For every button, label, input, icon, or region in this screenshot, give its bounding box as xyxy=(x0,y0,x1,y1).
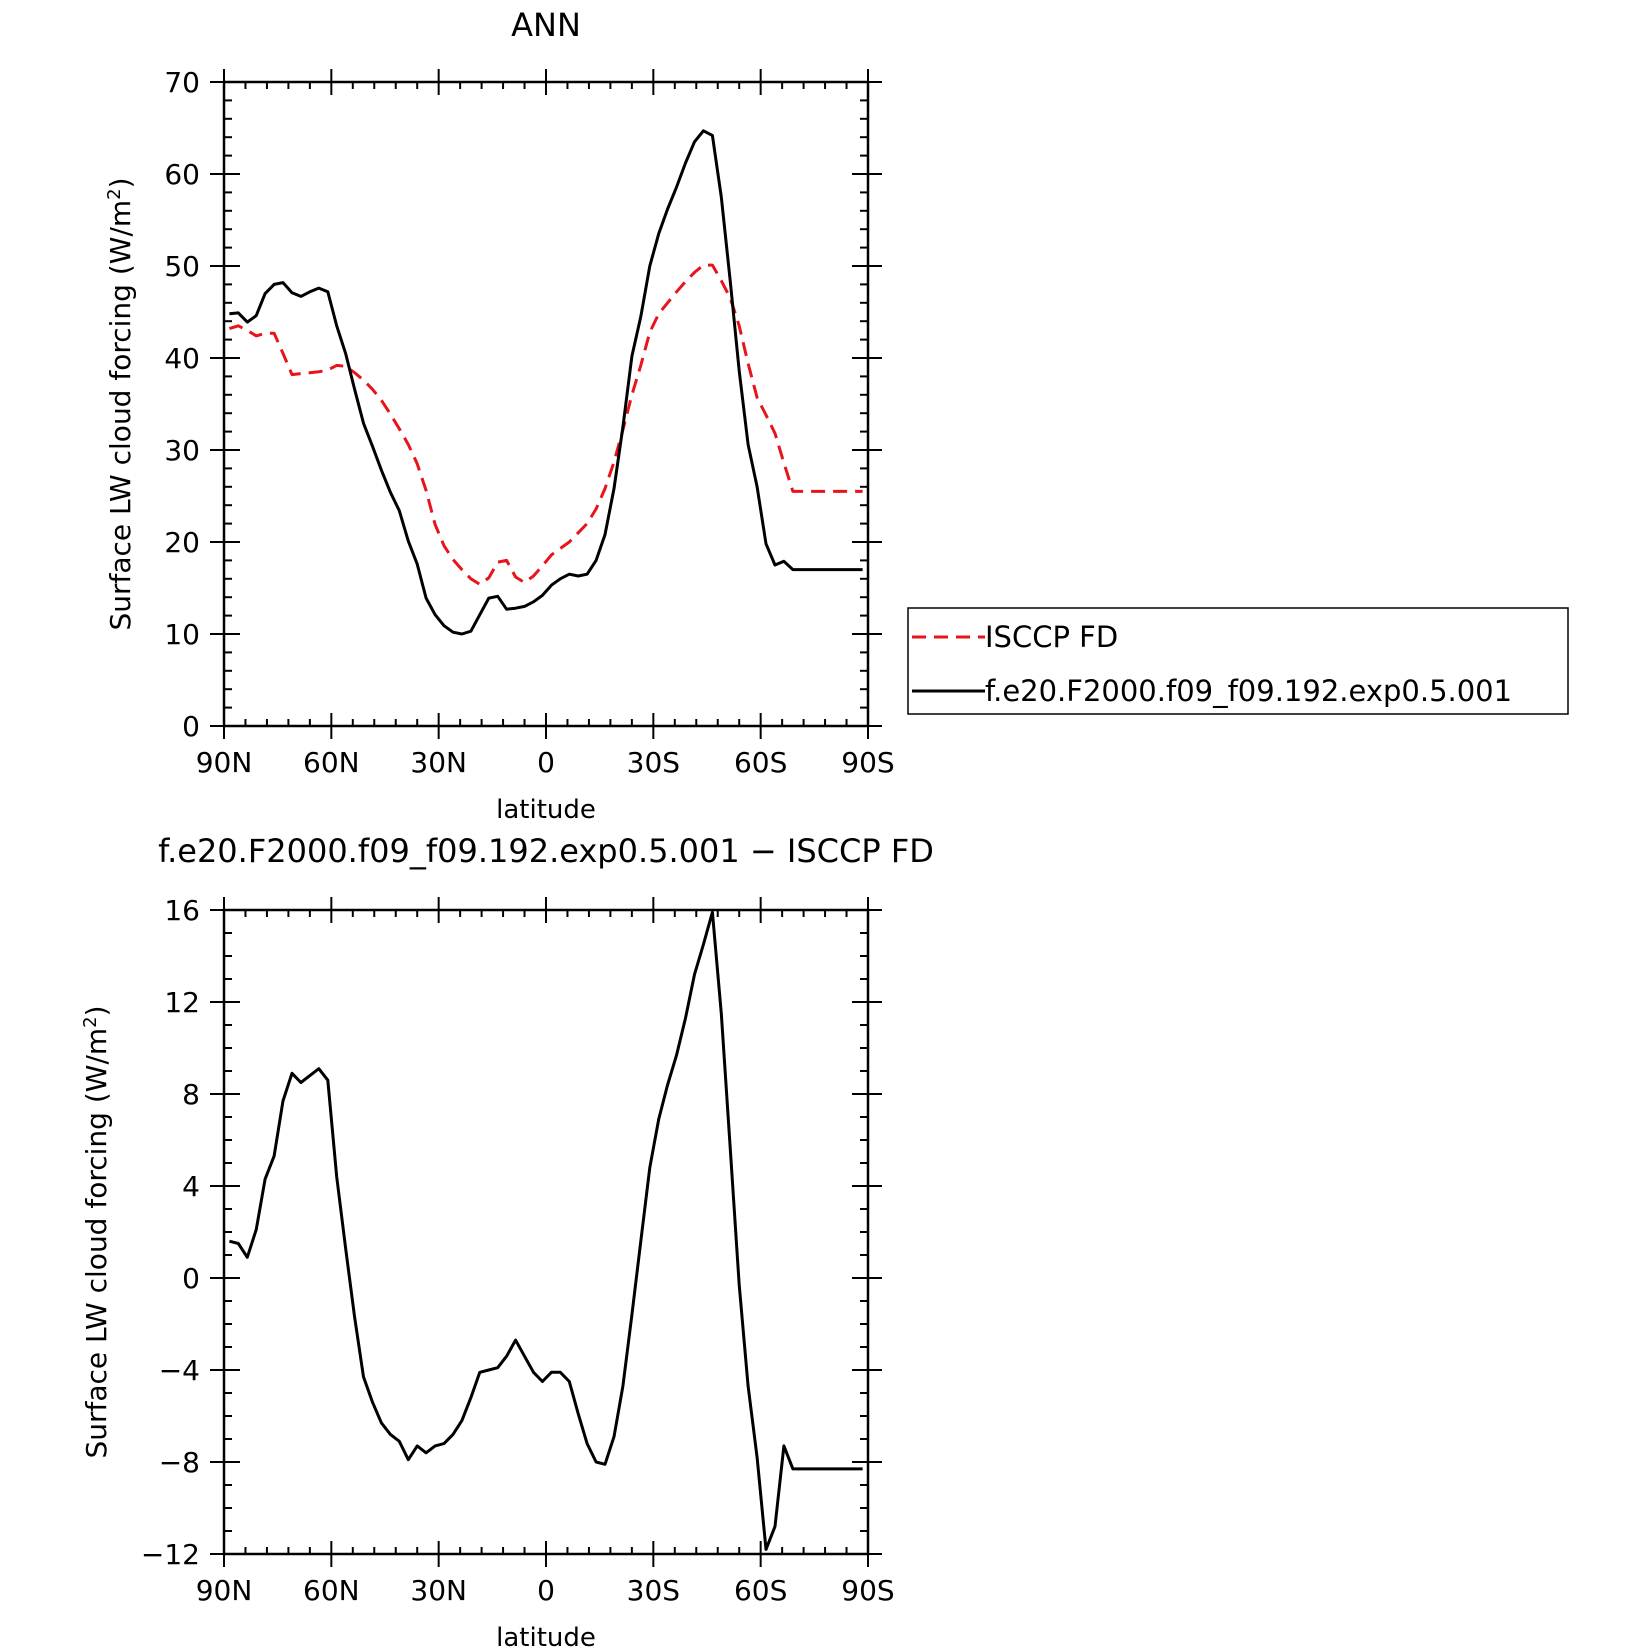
x-tick-label: 90N xyxy=(196,1574,253,1607)
series-line-0 xyxy=(228,263,863,586)
panel-difference: f.e20.F2000.f09_f09.192.exp0.5.001 − ISC… xyxy=(80,832,934,1652)
x-tick-label: 30S xyxy=(627,1574,680,1607)
x-tick-label: 60N xyxy=(303,746,360,779)
y-tick-label: −12 xyxy=(141,1538,200,1571)
panel2-frame xyxy=(222,908,870,1556)
x-tick-label: 60S xyxy=(734,746,787,779)
x-tick-label: 30S xyxy=(627,746,680,779)
legend: ISCCP FD f.e20.F2000.f09_f09.192.exp0.5.… xyxy=(907,607,1569,715)
y-tick-label: 40 xyxy=(164,342,200,375)
series-line-1 xyxy=(229,129,863,636)
x-tick-label: 0 xyxy=(537,1574,555,1607)
y-tick-label: 30 xyxy=(164,434,200,467)
panel2-series xyxy=(229,910,863,1551)
panel2-y-axis-label-sup: 2 xyxy=(80,1016,101,1027)
panel1-y-tick-labels: 0 10 20 30 40 50 60 70 xyxy=(164,66,200,743)
panel1-frame xyxy=(222,80,870,728)
legend-label-model: f.e20.F2000.f09_f09.192.exp0.5.001 xyxy=(985,674,1512,708)
panel2-x-tick-labels: 90N 60N 30N 0 30S 60S 90S xyxy=(196,1574,895,1607)
legend-box xyxy=(907,607,1569,715)
panel2-y-axis-label: Surface LW cloud forcing (W/m2) xyxy=(80,1005,114,1458)
panel1-y-axis-label-sup: 2 xyxy=(104,188,125,199)
y-tick-label: 20 xyxy=(164,526,200,559)
y-tick-label: 60 xyxy=(164,158,200,191)
panel1-title: ANN xyxy=(511,6,581,44)
series-line-0 xyxy=(229,910,863,1551)
x-tick-label: 60S xyxy=(734,1574,787,1607)
panel2-y-tick-labels: −12 −8 −4 0 4 8 12 16 xyxy=(141,894,200,1571)
panel2-title: f.e20.F2000.f09_f09.192.exp0.5.001 − ISC… xyxy=(158,832,934,870)
y-tick-label: 16 xyxy=(164,894,200,927)
panel1-x-axis-label: latitude xyxy=(496,795,596,825)
y-tick-label: 0 xyxy=(182,1262,200,1295)
y-tick-label: 50 xyxy=(164,250,200,283)
y-tick-label: 8 xyxy=(182,1078,200,1111)
x-tick-label: 30N xyxy=(410,746,467,779)
y-tick-label: −8 xyxy=(159,1446,200,1479)
x-tick-label: 0 xyxy=(537,746,555,779)
x-tick-label: 30N xyxy=(410,1574,467,1607)
panel2-x-axis-label: latitude xyxy=(496,1623,596,1652)
panel1-y-axis-label-text: Surface LW cloud forcing (W/m xyxy=(104,200,137,631)
panel1-x-tick-labels: 90N 60N 30N 0 30S 60S 90S xyxy=(196,746,895,779)
x-tick-label: 90N xyxy=(196,746,253,779)
y-tick-label: 0 xyxy=(182,710,200,743)
y-tick-label: 12 xyxy=(164,986,200,1019)
panel2-y-axis-label-close: ) xyxy=(80,1005,113,1016)
y-tick-label: −4 xyxy=(159,1354,200,1387)
y-tick-label: 4 xyxy=(182,1170,200,1203)
panel1-ticks xyxy=(210,69,882,739)
x-tick-label: 90S xyxy=(841,746,894,779)
y-tick-label: 10 xyxy=(164,618,200,651)
x-tick-label: 60N xyxy=(303,1574,360,1607)
x-tick-label: 90S xyxy=(841,1574,894,1607)
panel2-y-axis-label-text: Surface LW cloud forcing (W/m xyxy=(80,1028,113,1459)
y-tick-label: 70 xyxy=(164,66,200,99)
panel1-y-axis-label: Surface LW cloud forcing (W/m2) xyxy=(104,177,138,630)
panel1-y-axis-label-close: ) xyxy=(104,177,137,188)
legend-label-isccp: ISCCP FD xyxy=(985,620,1118,654)
panel1-series xyxy=(228,129,863,636)
